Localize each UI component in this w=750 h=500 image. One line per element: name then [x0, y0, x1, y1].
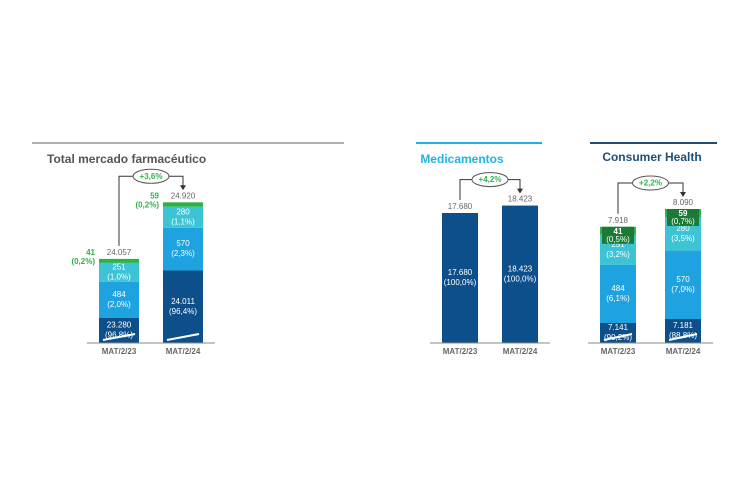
value-label: 484	[611, 284, 625, 293]
value-label: 41	[614, 227, 623, 236]
bar-segment	[502, 205, 538, 343]
growth-label: +3,6%	[140, 172, 163, 181]
value-label: 7.141	[608, 323, 629, 332]
panel-title: Consumer Health	[602, 150, 701, 164]
value-label: 280	[176, 207, 190, 216]
share-label: (1,1%)	[171, 217, 195, 226]
growth-bubble	[632, 175, 669, 191]
bar-segment	[99, 281, 139, 318]
value-label: 17.680	[448, 268, 473, 277]
share-label: (96,4%)	[169, 307, 197, 316]
total-label: 24.920	[171, 191, 196, 200]
value-label: 23.280	[107, 321, 132, 330]
value-label: 280	[676, 224, 690, 233]
value-label: 59	[679, 209, 688, 218]
value-label: 7.181	[673, 321, 694, 330]
bar-segment	[99, 258, 139, 263]
share-label: (3,2%)	[606, 250, 630, 259]
bar-segment	[163, 206, 203, 228]
bar-segment	[99, 262, 139, 282]
share-label: (6,1%)	[606, 294, 630, 303]
share-label: (0,2%)	[135, 200, 159, 209]
value-label: 24.011	[171, 297, 195, 306]
share-label: (7,0%)	[671, 285, 695, 294]
category-label: MAT/2/24	[166, 347, 201, 356]
category-label: MAT/2/23	[102, 347, 137, 356]
axis-break	[166, 333, 200, 341]
label-box	[602, 226, 634, 244]
share-label: (1,0%)	[107, 272, 131, 281]
category-label: MAT/2/23	[601, 347, 636, 356]
share-label: (96,8%)	[105, 331, 133, 340]
total-label: 24.057	[107, 248, 132, 257]
value-label: 18.423	[508, 264, 533, 273]
growth-label: +4,2%	[479, 175, 502, 184]
growth-bubble	[471, 172, 509, 188]
value-label: 570	[176, 239, 190, 248]
bar-segment	[163, 202, 203, 207]
growth-arrow	[680, 192, 686, 197]
panel-title: Medicamentos	[420, 152, 504, 166]
growth-label: +2,2%	[639, 179, 662, 188]
bar-segment	[163, 227, 203, 271]
share-label: (0,2%)	[71, 257, 95, 266]
axis-break	[603, 333, 633, 341]
growth-arrow	[180, 185, 186, 191]
share-label: (100,0%)	[444, 278, 477, 287]
bar-segment	[442, 213, 478, 343]
bar-segment	[600, 264, 636, 323]
panel-title: Total mercado farmacéutico	[47, 152, 206, 166]
total-label: 8.090	[673, 198, 694, 207]
label-box	[667, 209, 699, 226]
axis-break	[102, 333, 136, 341]
total-label: 17.680	[448, 202, 473, 211]
share-label: (100,0%)	[504, 274, 537, 283]
share-label: (0,7%)	[671, 217, 695, 226]
value-label: 59	[150, 191, 159, 200]
total-label: 18.423	[508, 195, 533, 204]
growth-arrow	[517, 188, 523, 194]
share-label: (2,3%)	[171, 249, 195, 258]
value-label: 251	[112, 262, 126, 271]
axis-break	[668, 333, 698, 341]
share-label: (2,0%)	[107, 300, 131, 309]
total-label: 7.918	[608, 216, 629, 225]
category-label: MAT/2/23	[443, 347, 478, 356]
value-label: 484	[112, 290, 126, 299]
share-label: (0,5%)	[606, 235, 630, 244]
bar-segment	[665, 250, 701, 319]
value-label: 570	[676, 275, 690, 284]
share-label: (88,8%)	[669, 331, 697, 340]
share-label: (3,5%)	[671, 234, 695, 243]
value-label: 41	[86, 248, 95, 257]
value-label: 251	[611, 240, 625, 249]
growth-bubble	[132, 168, 170, 184]
category-label: MAT/2/24	[503, 347, 538, 356]
bar-segment	[163, 270, 203, 343]
category-label: MAT/2/24	[666, 347, 701, 356]
